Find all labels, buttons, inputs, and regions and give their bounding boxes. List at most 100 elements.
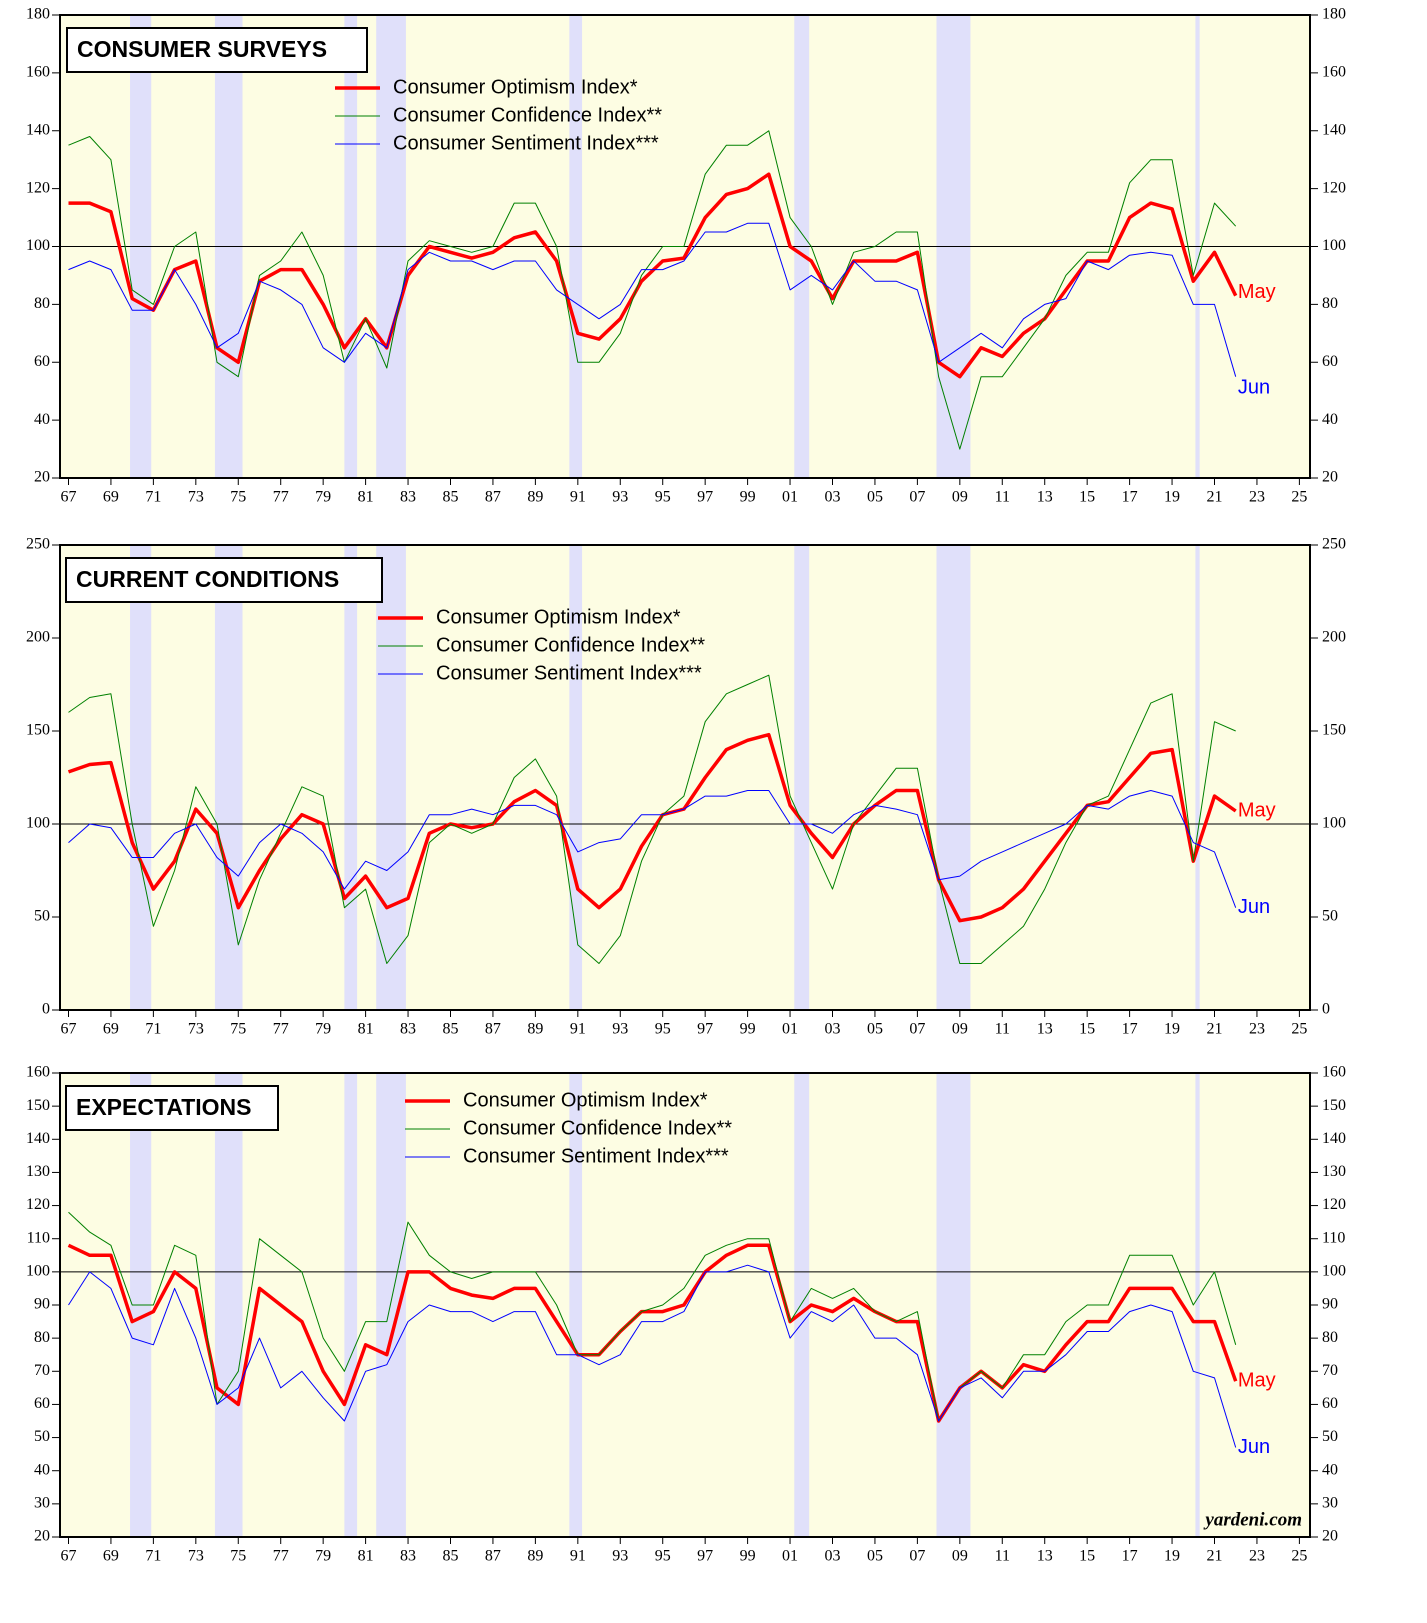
y2-tick-label: 250 bbox=[1322, 536, 1346, 553]
recession-band bbox=[569, 545, 583, 1010]
y2-tick-label: 0 bbox=[1322, 1001, 1330, 1018]
legend-label: Consumer Optimism Index* bbox=[436, 606, 681, 628]
x-tick-label: 25 bbox=[1291, 1548, 1307, 1565]
x-tick-label: 01 bbox=[782, 1548, 798, 1565]
recession-band bbox=[936, 1073, 971, 1537]
title-box bbox=[65, 557, 383, 603]
x-tick-label: 71 bbox=[145, 1021, 161, 1038]
x-tick-label: 23 bbox=[1249, 489, 1265, 506]
y-tick-label: 70 bbox=[34, 1362, 50, 1379]
x-tick-label: 89 bbox=[527, 489, 543, 506]
series-line bbox=[68, 130, 1237, 450]
y-tick-label: 160 bbox=[26, 64, 50, 81]
y-tick-label: 20 bbox=[34, 469, 50, 486]
legend-label: Consumer Confidence Index** bbox=[393, 104, 662, 126]
series-line bbox=[68, 222, 1237, 377]
x-tick-label: 11 bbox=[995, 489, 1010, 506]
x-tick-label: 77 bbox=[273, 1021, 289, 1038]
x-tick-label: 17 bbox=[1122, 1021, 1138, 1038]
x-tick-label: 91 bbox=[570, 1548, 586, 1565]
x-tick-label: 05 bbox=[867, 1548, 883, 1565]
x-tick-label: 95 bbox=[655, 489, 671, 506]
chart-title: CONSUMER SURVEYS bbox=[77, 36, 327, 62]
y2-tick-label: 80 bbox=[1322, 1329, 1338, 1346]
y2-tick-label: 140 bbox=[1322, 121, 1346, 138]
y2-tick-label: 180 bbox=[1322, 6, 1346, 23]
y2-tick-label: 120 bbox=[1322, 179, 1346, 196]
end-label: May bbox=[1238, 281, 1276, 303]
x-tick-label: 19 bbox=[1164, 1548, 1180, 1565]
x-tick-label: 75 bbox=[230, 1021, 246, 1038]
x-tick-label: 71 bbox=[145, 1548, 161, 1565]
y2-tick-label: 140 bbox=[1322, 1130, 1346, 1147]
x-tick-label: 05 bbox=[867, 1021, 883, 1038]
y-tick-label: 50 bbox=[34, 1428, 50, 1445]
y-tick-label: 110 bbox=[27, 1229, 50, 1246]
legend-label: Consumer Confidence Index** bbox=[463, 1117, 732, 1139]
y2-tick-label: 20 bbox=[1322, 469, 1338, 486]
end-label: Jun bbox=[1238, 377, 1270, 399]
y2-tick-label: 150 bbox=[1322, 1097, 1346, 1114]
plot-background bbox=[60, 545, 1310, 1010]
x-tick-label: 11 bbox=[995, 1548, 1010, 1565]
x-tick-label: 21 bbox=[1206, 1548, 1222, 1565]
end-label: Jun bbox=[1238, 896, 1270, 918]
series-line bbox=[67, 732, 1237, 923]
series-line bbox=[68, 674, 1236, 964]
x-tick-label: 15 bbox=[1079, 1548, 1095, 1565]
end-label: May bbox=[1238, 799, 1276, 821]
y-tick-label: 100 bbox=[26, 1263, 50, 1280]
y2-tick-label: 60 bbox=[1322, 353, 1338, 370]
x-tick-label: 87 bbox=[485, 1548, 501, 1565]
x-tick-label: 85 bbox=[442, 1021, 458, 1038]
y2-tick-label: 60 bbox=[1322, 1395, 1338, 1412]
y-tick-label: 180 bbox=[26, 6, 50, 23]
x-tick-label: 11 bbox=[995, 1021, 1010, 1038]
y-tick-label: 90 bbox=[34, 1296, 50, 1313]
y-tick-label: 60 bbox=[34, 1395, 50, 1412]
y2-tick-label: 40 bbox=[1322, 1461, 1338, 1478]
y2-tick-label: 160 bbox=[1322, 64, 1346, 81]
x-tick-label: 93 bbox=[612, 489, 628, 506]
y2-tick-label: 50 bbox=[1322, 1428, 1338, 1445]
legend-label: Consumer Optimism Index* bbox=[463, 1089, 708, 1111]
y2-tick-label: 70 bbox=[1322, 1362, 1338, 1379]
chart-title: CURRENT CONDITIONS bbox=[76, 566, 339, 592]
x-tick-label: 73 bbox=[188, 489, 204, 506]
x-tick-label: 13 bbox=[1037, 1021, 1053, 1038]
y2-tick-label: 130 bbox=[1322, 1163, 1346, 1180]
x-tick-label: 97 bbox=[697, 1548, 713, 1565]
y-tick-label: 20 bbox=[34, 1528, 50, 1545]
chart-title: EXPECTATIONS bbox=[76, 1094, 252, 1120]
y2-tick-label: 100 bbox=[1322, 1263, 1346, 1280]
x-tick-label: 97 bbox=[697, 489, 713, 506]
end-label: May bbox=[1238, 1370, 1276, 1392]
x-tick-label: 85 bbox=[442, 1548, 458, 1565]
recession-band bbox=[214, 1073, 243, 1537]
x-tick-label: 25 bbox=[1291, 489, 1307, 506]
y-tick-label: 250 bbox=[26, 536, 50, 553]
x-tick-label: 09 bbox=[952, 1548, 968, 1565]
x-tick-label: 81 bbox=[358, 489, 374, 506]
x-tick-label: 85 bbox=[442, 489, 458, 506]
x-tick-label: 83 bbox=[400, 1548, 416, 1565]
recession-band bbox=[214, 545, 243, 1010]
recession-band bbox=[344, 545, 358, 1010]
legend-label: Consumer Sentiment Index*** bbox=[436, 662, 702, 684]
x-tick-label: 83 bbox=[400, 1021, 416, 1038]
y2-tick-label: 40 bbox=[1322, 411, 1338, 428]
y2-tick-label: 160 bbox=[1322, 1064, 1346, 1081]
x-tick-label: 93 bbox=[612, 1548, 628, 1565]
series-line bbox=[68, 1211, 1237, 1422]
x-tick-label: 89 bbox=[527, 1548, 543, 1565]
recession-band bbox=[794, 1073, 810, 1537]
y-tick-label: 150 bbox=[26, 1097, 50, 1114]
x-tick-label: 79 bbox=[315, 1548, 331, 1565]
y-tick-label: 140 bbox=[26, 121, 50, 138]
series-line bbox=[67, 1243, 1238, 1423]
x-tick-label: 99 bbox=[740, 1548, 756, 1565]
y2-tick-label: 80 bbox=[1322, 295, 1338, 312]
y-tick-label: 50 bbox=[34, 908, 50, 925]
x-tick-label: 91 bbox=[570, 1021, 586, 1038]
x-tick-label: 69 bbox=[103, 1021, 119, 1038]
